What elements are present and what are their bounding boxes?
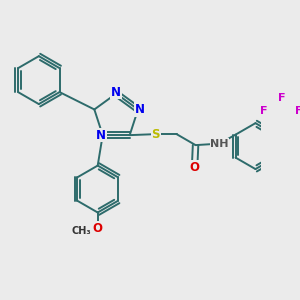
Text: S: S xyxy=(152,128,160,141)
Text: F: F xyxy=(260,106,268,116)
Text: CH₃: CH₃ xyxy=(72,226,92,236)
Text: N: N xyxy=(111,85,121,99)
Text: N: N xyxy=(96,129,106,142)
Text: N: N xyxy=(134,103,145,116)
Text: NH: NH xyxy=(210,139,229,148)
Text: F: F xyxy=(278,93,285,103)
Text: O: O xyxy=(93,222,103,235)
Text: O: O xyxy=(190,161,200,174)
Text: F: F xyxy=(295,106,300,116)
